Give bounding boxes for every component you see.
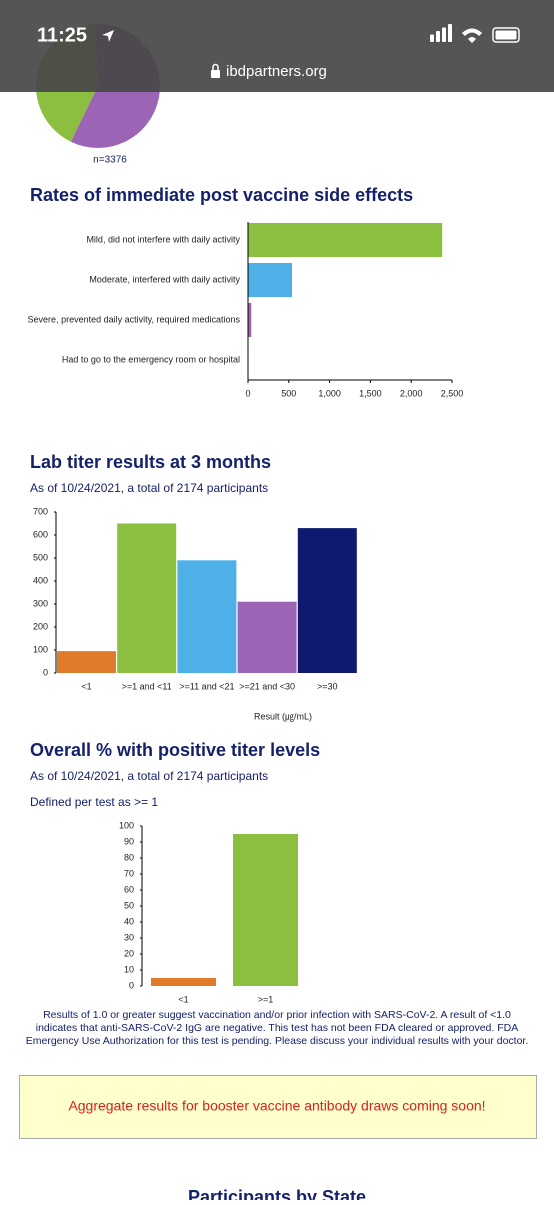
lock-shackle xyxy=(212,63,219,70)
chart-title: Overall % with positive titer levels xyxy=(30,740,320,760)
x-tick-label: >=30 xyxy=(317,681,338,691)
x-axis-title: Result (㎍/mL) xyxy=(254,711,312,722)
next-heading: Participants by State xyxy=(188,1187,366,1200)
x-tick-label: 1,500 xyxy=(359,388,382,398)
x-tick-label: >=21 and <30 xyxy=(239,681,295,691)
chart-title: Rates of immediate post vaccine side eff… xyxy=(30,185,413,205)
y-tick-label: 30 xyxy=(124,932,134,942)
x-tick-label: <1 xyxy=(81,681,91,691)
footnote: Emergency Use Authorization for this tes… xyxy=(26,1035,529,1047)
url: ibdpartners.org xyxy=(226,63,327,80)
status-bar xyxy=(0,0,554,92)
lock-icon xyxy=(211,70,220,78)
chart-subtitle: As of 10/24/2021, a total of 2174 partic… xyxy=(30,769,268,783)
clock: 11:25 xyxy=(37,24,87,46)
wifi-icon xyxy=(462,28,482,43)
category-label: Mild, did not interfere with daily activ… xyxy=(86,234,240,244)
x-tick-label: 500 xyxy=(281,388,296,398)
category-label: Moderate, interfered with daily activity xyxy=(89,274,240,284)
y-tick-label: 300 xyxy=(33,598,48,608)
battery-level xyxy=(495,30,517,40)
y-tick-label: 100 xyxy=(119,820,134,830)
signal-bar xyxy=(436,31,440,42)
x-tick-label: >=11 and <21 xyxy=(179,681,234,691)
footnote: indicates that anti-SARS-CoV-2 IgG are n… xyxy=(36,1022,518,1034)
y-tick-label: 500 xyxy=(33,552,48,562)
x-tick-label: 0 xyxy=(245,388,250,398)
bar xyxy=(151,978,216,986)
y-tick-label: 10 xyxy=(124,964,134,974)
x-tick-label: 2,500 xyxy=(441,388,464,398)
signal-bar xyxy=(442,27,446,42)
footnote: Results of 1.0 or greater suggest vaccin… xyxy=(43,1009,511,1021)
notice-text: Aggregate results for booster vaccine an… xyxy=(68,1098,485,1114)
y-tick-label: 600 xyxy=(33,529,48,539)
y-tick-label: 20 xyxy=(124,948,134,958)
bar xyxy=(117,523,177,673)
y-tick-label: 400 xyxy=(33,575,48,585)
chart-title: Lab titer results at 3 months xyxy=(30,452,271,472)
chart-subtitle: As of 10/24/2021, a total of 2174 partic… xyxy=(30,481,268,495)
bar xyxy=(248,303,252,337)
y-tick-label: 100 xyxy=(33,644,48,654)
bar xyxy=(57,651,116,673)
x-tick-label: <1 xyxy=(178,994,188,1004)
signal-bar xyxy=(430,34,434,42)
battery xyxy=(492,27,520,43)
bar xyxy=(248,223,443,257)
x-tick-label: 2,000 xyxy=(400,388,423,398)
x-tick-label: >=1 and <11 xyxy=(122,681,172,691)
x-tick-label: >=1 xyxy=(258,994,274,1004)
y-tick-label: 700 xyxy=(33,506,48,516)
bar xyxy=(233,834,298,986)
x-tick-label: 1,000 xyxy=(318,388,341,398)
bar xyxy=(248,263,293,297)
y-tick-label: 200 xyxy=(33,621,48,631)
y-tick-label: 60 xyxy=(124,884,134,894)
y-tick-label: 90 xyxy=(124,836,134,846)
notice-box xyxy=(19,1075,537,1139)
y-tick-label: 0 xyxy=(43,667,48,677)
y-tick-label: 50 xyxy=(124,900,134,910)
chart-note: Defined per test as >= 1 xyxy=(30,795,158,809)
y-tick-label: 80 xyxy=(124,852,134,862)
pie-note: n=3376 xyxy=(93,155,127,166)
y-tick-label: 70 xyxy=(124,868,134,878)
bar xyxy=(297,528,357,673)
location-icon xyxy=(102,30,114,42)
signal-bar xyxy=(448,24,452,42)
y-tick-label: 40 xyxy=(124,916,134,926)
bar xyxy=(177,560,237,673)
category-label: Had to go to the emergency room or hospi… xyxy=(62,354,240,364)
category-label: Severe, prevented daily activity, requir… xyxy=(28,314,241,324)
bar xyxy=(237,601,297,673)
y-tick-label: 0 xyxy=(129,980,134,990)
